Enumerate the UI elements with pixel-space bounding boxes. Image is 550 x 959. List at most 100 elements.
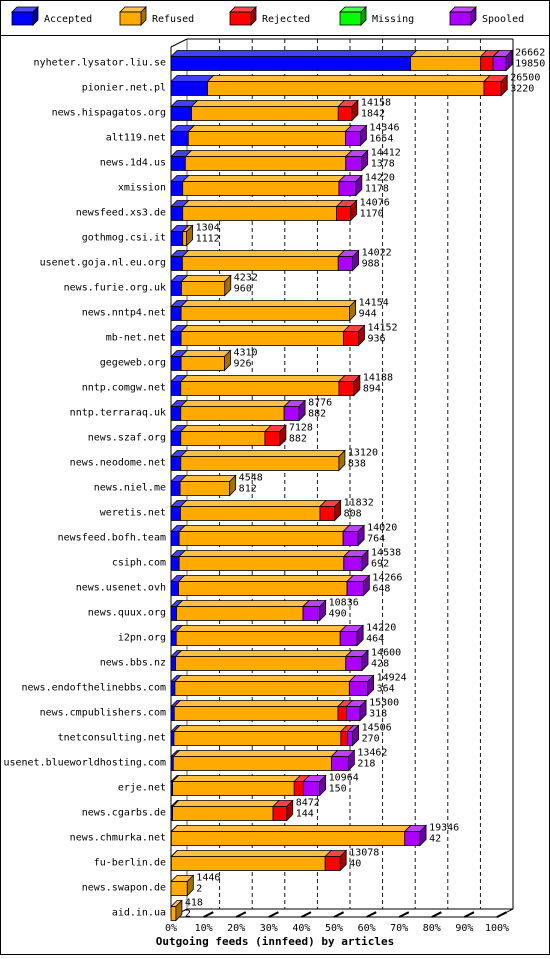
bar-refused bbox=[172, 806, 274, 821]
offered-value-label: 1446 bbox=[196, 873, 220, 884]
bar-rejected bbox=[480, 56, 494, 71]
offered-value-label: 14220 bbox=[366, 623, 396, 634]
category-label: news.usenet.ovh bbox=[76, 583, 166, 594]
category-label: news.nntp4.net bbox=[82, 308, 166, 319]
accepted-value-label: 1842 bbox=[361, 109, 385, 120]
category-label: news.quux.org bbox=[88, 608, 166, 619]
bar-end-face bbox=[224, 349, 231, 372]
accepted-value-label: 1378 bbox=[371, 159, 395, 170]
bar-end-face bbox=[279, 424, 287, 447]
bar-segment-top bbox=[170, 75, 215, 82]
bar-accepted bbox=[170, 656, 176, 671]
bar-segment-top bbox=[180, 325, 351, 332]
accepted-value-label: 882 bbox=[308, 409, 326, 420]
accepted-value-label: 1178 bbox=[365, 184, 389, 195]
x-tick-label: 100% bbox=[485, 923, 509, 934]
category-label: newsfeed.bofh.team bbox=[58, 533, 166, 544]
bar-segment-top bbox=[179, 375, 346, 382]
legend-label-missing: Missing bbox=[372, 14, 414, 25]
accepted-value-label: 936 bbox=[367, 334, 385, 345]
accepted-value-label: 1170 bbox=[360, 209, 384, 220]
offered-value-label: 13078 bbox=[349, 848, 379, 859]
legend-label-rejected: Rejected bbox=[262, 14, 310, 25]
legend-label-spooled: Spooled bbox=[482, 14, 524, 25]
accepted-value-label: 2 bbox=[196, 884, 202, 895]
bar-end-face bbox=[353, 374, 361, 397]
offered-value-label: 13462 bbox=[357, 748, 387, 759]
bar-refused bbox=[175, 631, 341, 646]
offered-value-label: 15300 bbox=[369, 698, 399, 709]
bar-segment-top bbox=[172, 750, 339, 757]
bar-refused bbox=[410, 56, 482, 71]
bar-end-face bbox=[224, 274, 232, 297]
bar-rejected bbox=[337, 106, 353, 121]
accepted-value-label: 19850 bbox=[515, 59, 545, 70]
category-label: erje.net bbox=[118, 783, 166, 794]
bar-segment-top bbox=[179, 475, 237, 482]
offered-value-label: 14346 bbox=[369, 123, 399, 134]
bar-rejected bbox=[272, 806, 288, 821]
bar-refused bbox=[176, 606, 304, 621]
bar-accepted bbox=[170, 131, 189, 146]
bar-segment-top bbox=[173, 700, 345, 707]
bar-accepted bbox=[170, 156, 186, 171]
bar-accepted bbox=[170, 731, 175, 746]
bar-refused bbox=[180, 356, 225, 371]
bar-rejected bbox=[324, 856, 341, 871]
accepted-value-label: 40 bbox=[349, 859, 361, 870]
offered-value-label: 1304 bbox=[196, 223, 220, 234]
bar-end-face bbox=[186, 224, 194, 247]
bar-rejected bbox=[293, 781, 304, 796]
bar-refused bbox=[182, 181, 340, 196]
offered-value-label: 14076 bbox=[360, 198, 390, 209]
category-label: nyheter.lysator.liu.se bbox=[34, 58, 166, 69]
accepted-value-label: 764 bbox=[367, 534, 385, 545]
x-tick bbox=[333, 911, 345, 918]
bar-segment-top bbox=[170, 50, 418, 57]
bar-segment-top bbox=[179, 450, 346, 457]
bar-segment-top bbox=[178, 550, 351, 557]
x-tick-label: 90% bbox=[455, 923, 473, 934]
offered-value-label: 4310 bbox=[233, 348, 257, 359]
offered-value-label: 14266 bbox=[372, 573, 402, 584]
bar-refused bbox=[178, 556, 345, 571]
bar-rejected bbox=[336, 206, 352, 221]
bar-spooled bbox=[348, 681, 368, 696]
category-label: gegeweb.org bbox=[100, 358, 166, 369]
offered-value-label: 8776 bbox=[308, 398, 332, 409]
bar-end-face bbox=[360, 124, 367, 147]
x-tick bbox=[268, 911, 279, 918]
accepted-value-label: 1654 bbox=[369, 134, 393, 145]
bar-refused bbox=[180, 456, 340, 471]
bar-spooled bbox=[345, 656, 363, 671]
bar-end-face bbox=[367, 674, 374, 697]
bar-segment-top bbox=[180, 350, 232, 357]
bar-refused bbox=[178, 581, 348, 596]
x-axis-title: Outgoing feeds (innfeed) by articles bbox=[156, 935, 394, 948]
bar-spooled bbox=[337, 256, 353, 271]
bar-refused bbox=[181, 281, 226, 296]
bar-end-face bbox=[175, 899, 183, 922]
bar-end-face bbox=[350, 199, 358, 222]
bar-accepted bbox=[170, 681, 176, 696]
accepted-value-label: 838 bbox=[348, 459, 366, 470]
x-tick bbox=[366, 911, 377, 918]
bar-refused bbox=[180, 506, 321, 521]
bar-rejected bbox=[338, 381, 355, 396]
bar-end-face bbox=[298, 399, 306, 422]
bar-refused bbox=[170, 906, 177, 921]
bar-accepted bbox=[170, 431, 182, 446]
x-tick bbox=[300, 911, 312, 918]
category-label: news.cgarbs.de bbox=[82, 808, 166, 819]
category-label: fu-berlin.de bbox=[94, 858, 166, 869]
bar-accepted bbox=[170, 231, 184, 246]
x-tick-label: 40% bbox=[292, 923, 310, 934]
bar-refused bbox=[182, 256, 339, 271]
offered-value-label: 4548 bbox=[239, 473, 263, 484]
accepted-value-label: 1112 bbox=[196, 234, 220, 245]
x-tick-label: 50% bbox=[325, 923, 343, 934]
bar-segment-top bbox=[181, 250, 346, 257]
legend-swatch-rejected bbox=[229, 11, 252, 26]
bar-end-face bbox=[319, 599, 327, 622]
